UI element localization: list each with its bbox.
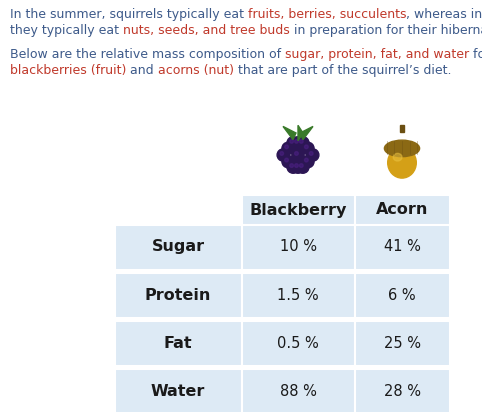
Text: 28 %: 28 % bbox=[384, 384, 420, 398]
Ellipse shape bbox=[385, 140, 420, 157]
Circle shape bbox=[287, 137, 299, 149]
Circle shape bbox=[295, 164, 298, 167]
Text: 10 %: 10 % bbox=[280, 239, 317, 255]
Text: fruits, berries, succulents: fruits, berries, succulents bbox=[248, 8, 406, 21]
Text: they typically eat: they typically eat bbox=[10, 24, 123, 37]
Text: sugar, protein, fat, and water: sugar, protein, fat, and water bbox=[285, 48, 469, 61]
Circle shape bbox=[305, 145, 308, 149]
Circle shape bbox=[285, 145, 288, 149]
Circle shape bbox=[277, 149, 289, 161]
Text: 0.5 %: 0.5 % bbox=[277, 335, 319, 351]
Circle shape bbox=[282, 142, 294, 154]
Text: that are part of the squirrel’s diet.: that are part of the squirrel’s diet. bbox=[234, 64, 452, 77]
Text: Blackberry: Blackberry bbox=[249, 203, 347, 218]
Polygon shape bbox=[283, 126, 296, 140]
Circle shape bbox=[305, 158, 308, 162]
Text: 25 %: 25 % bbox=[384, 335, 420, 351]
Text: Protein: Protein bbox=[145, 288, 211, 302]
Bar bbox=[400, 125, 404, 132]
Text: 1.5 %: 1.5 % bbox=[277, 288, 319, 302]
Circle shape bbox=[309, 152, 313, 155]
Circle shape bbox=[299, 140, 303, 143]
Circle shape bbox=[297, 161, 309, 173]
Text: 41 %: 41 % bbox=[384, 239, 420, 255]
Circle shape bbox=[290, 164, 294, 167]
Text: blackberries (fruit): blackberries (fruit) bbox=[10, 64, 126, 77]
Text: 88 %: 88 % bbox=[280, 384, 317, 398]
Text: , whereas in the fall: , whereas in the fall bbox=[406, 8, 482, 21]
Circle shape bbox=[299, 164, 303, 167]
Text: Acorn: Acorn bbox=[376, 203, 428, 218]
Circle shape bbox=[302, 142, 314, 154]
Text: found in: found in bbox=[469, 48, 482, 61]
Circle shape bbox=[295, 140, 298, 143]
Ellipse shape bbox=[393, 153, 402, 161]
Circle shape bbox=[292, 161, 304, 173]
Text: In the summer, squirrels typically eat: In the summer, squirrels typically eat bbox=[10, 8, 248, 21]
Text: Fat: Fat bbox=[164, 335, 192, 351]
Text: acorns (nut): acorns (nut) bbox=[158, 64, 234, 77]
Circle shape bbox=[292, 149, 304, 161]
Circle shape bbox=[287, 161, 299, 173]
Text: Below are the relative mass composition of: Below are the relative mass composition … bbox=[10, 48, 285, 61]
Circle shape bbox=[295, 152, 298, 155]
Text: in preparation for their hibernation.: in preparation for their hibernation. bbox=[290, 24, 482, 37]
Circle shape bbox=[302, 155, 314, 168]
Ellipse shape bbox=[388, 147, 416, 178]
Text: nuts, seeds, and tree buds: nuts, seeds, and tree buds bbox=[123, 24, 290, 37]
Circle shape bbox=[297, 137, 309, 149]
Circle shape bbox=[280, 152, 283, 155]
Polygon shape bbox=[300, 126, 313, 140]
Text: and: and bbox=[126, 64, 158, 77]
Circle shape bbox=[292, 137, 304, 149]
Circle shape bbox=[307, 149, 319, 161]
Text: 6 %: 6 % bbox=[388, 288, 416, 302]
Polygon shape bbox=[298, 125, 303, 141]
Circle shape bbox=[282, 155, 294, 168]
Circle shape bbox=[290, 140, 294, 143]
Text: Water: Water bbox=[151, 384, 205, 398]
Circle shape bbox=[285, 158, 288, 162]
Text: Sugar: Sugar bbox=[151, 239, 204, 255]
